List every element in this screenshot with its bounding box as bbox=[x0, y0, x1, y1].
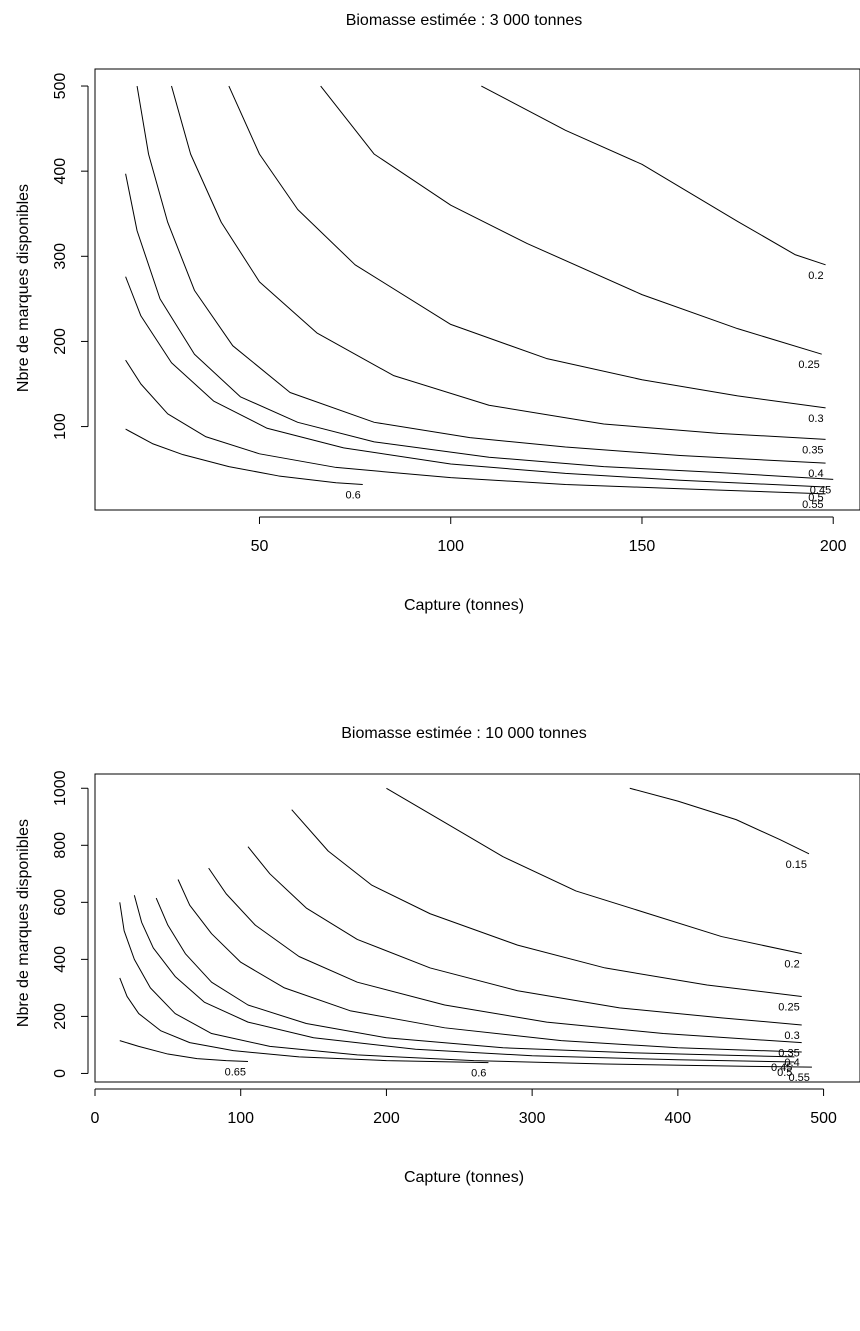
y-axis-label: Nbre de marques disponibles bbox=[15, 819, 32, 1027]
x-tick-label: 200 bbox=[820, 538, 847, 555]
y-tick-label: 100 bbox=[52, 413, 69, 440]
contour-line bbox=[208, 867, 802, 1044]
contour-label: 0.25 bbox=[778, 1001, 799, 1013]
contour-line bbox=[629, 787, 810, 855]
contour-label: 0.25 bbox=[798, 359, 819, 371]
y-axis: 0 200 400 600 800 1000 bbox=[52, 770, 89, 1078]
x-tick-label: 200 bbox=[373, 1110, 400, 1127]
x-axis: 50 100 150 200 bbox=[251, 516, 847, 555]
chart-title: Biomasse estimée : 3 000 tonnes bbox=[346, 12, 583, 29]
y-tick-label: 0 bbox=[52, 1069, 69, 1078]
plot-frame bbox=[94, 68, 860, 511]
contour-label: 0.3 bbox=[784, 1030, 799, 1042]
contour-label: 0.3 bbox=[808, 413, 823, 425]
contour-label: 0.4 bbox=[784, 1057, 799, 1069]
x-tick-label: 500 bbox=[810, 1110, 837, 1127]
contour-label: 0.35 bbox=[802, 444, 823, 456]
contour-label: 0.45 bbox=[771, 1062, 792, 1074]
y-axis-label: Nbre de marques disponibles bbox=[15, 184, 32, 392]
y-tick-label: 300 bbox=[52, 243, 69, 270]
contour-line bbox=[171, 85, 826, 440]
y-tick-label: 500 bbox=[52, 73, 69, 100]
contour-panel-3000: Biomasse estimée : 3 000 tonnes 50 100 150… bbox=[15, 12, 860, 614]
contour-line bbox=[481, 85, 826, 266]
contour-line bbox=[133, 895, 795, 1063]
contour-lines: 0.150.20.250.30.350.40.450.50.550.60.65 bbox=[119, 787, 812, 1084]
contour-line bbox=[136, 85, 826, 464]
contour-label: 0.55 bbox=[802, 499, 823, 511]
x-tick-label: 100 bbox=[437, 538, 464, 555]
contour-label: 0.6 bbox=[345, 489, 360, 501]
contour-label: 0.55 bbox=[788, 1072, 809, 1084]
y-tick-label: 400 bbox=[52, 158, 69, 185]
y-tick-label: 1000 bbox=[52, 770, 69, 806]
x-tick-label: 400 bbox=[665, 1110, 692, 1127]
contour-label: 0.2 bbox=[808, 270, 823, 282]
contour-line bbox=[320, 85, 822, 355]
contour-line bbox=[155, 897, 795, 1058]
x-tick-label: 0 bbox=[91, 1110, 100, 1127]
contour-label: 0.6 bbox=[471, 1068, 486, 1080]
contour-line bbox=[119, 1040, 249, 1062]
contour-panel-10000: Biomasse estimée : 10 000 tonnes 0 100 200… bbox=[15, 725, 860, 1186]
contour-label: 0.5 bbox=[777, 1067, 792, 1079]
contour-line bbox=[291, 809, 802, 997]
contour-label: 0.4 bbox=[808, 468, 823, 480]
y-tick-label: 400 bbox=[52, 946, 69, 973]
chart-title: Biomasse estimée : 10 000 tonnes bbox=[341, 725, 586, 742]
x-axis: 0 100 200 300 400 500 bbox=[91, 1088, 837, 1127]
x-tick-label: 100 bbox=[227, 1110, 254, 1127]
contour-line bbox=[125, 276, 826, 488]
x-axis-label: Capture (tonnes) bbox=[404, 597, 524, 614]
contour-label: 0.15 bbox=[786, 859, 807, 871]
x-tick-label: 300 bbox=[519, 1110, 546, 1127]
y-axis: 100 200 300 400 500 bbox=[52, 73, 89, 440]
contour-line bbox=[386, 787, 802, 955]
contour-line bbox=[228, 85, 826, 409]
plot-frame bbox=[94, 773, 860, 1083]
x-tick-label: 150 bbox=[629, 538, 656, 555]
contour-label: 0.5 bbox=[808, 492, 823, 504]
contour-line bbox=[119, 902, 812, 1068]
y-tick-label: 600 bbox=[52, 889, 69, 916]
x-tick-label: 50 bbox=[251, 538, 269, 555]
y-tick-label: 800 bbox=[52, 832, 69, 859]
contour-line bbox=[125, 173, 834, 480]
contour-line bbox=[247, 846, 802, 1026]
y-tick-label: 200 bbox=[52, 328, 69, 355]
contour-label: 0.65 bbox=[225, 1066, 246, 1078]
contour-lines: 0.20.250.30.350.40.450.50.550.6 bbox=[125, 85, 834, 511]
contour-line bbox=[177, 879, 802, 1053]
contour-label: 0.2 bbox=[784, 959, 799, 971]
contour-line bbox=[125, 428, 363, 485]
x-axis-label: Capture (tonnes) bbox=[404, 1169, 524, 1186]
contour-line bbox=[125, 359, 826, 495]
y-tick-label: 200 bbox=[52, 1003, 69, 1030]
contour-line bbox=[119, 977, 489, 1064]
